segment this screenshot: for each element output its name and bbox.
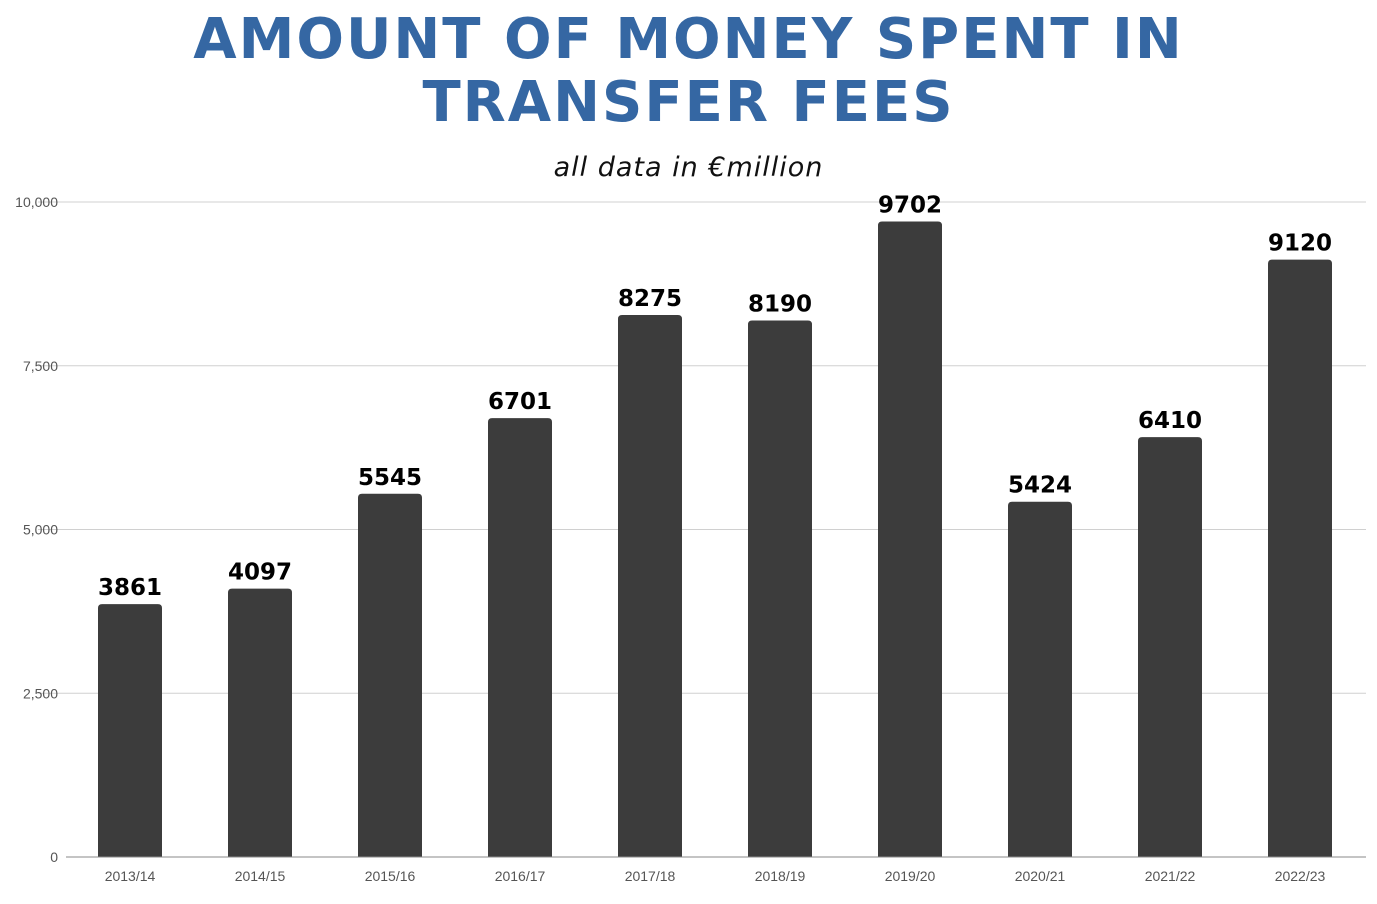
x-tick-label: 2022/23 [1275, 868, 1326, 884]
data-label: 4097 [228, 560, 292, 586]
data-label: 5424 [1008, 473, 1072, 499]
bar [748, 320, 812, 857]
chart-subtitle: all data in €million [553, 152, 824, 183]
y-tick-label: 0 [50, 849, 58, 865]
data-label: 8275 [618, 286, 682, 312]
y-tick-label: 2,500 [23, 685, 58, 701]
bar [358, 493, 422, 857]
x-tick-label: 2021/22 [1145, 868, 1196, 884]
data-label: 6410 [1138, 408, 1202, 434]
data-label: 9702 [878, 193, 942, 219]
x-tick-label: 2018/19 [755, 868, 806, 884]
bar [1138, 437, 1202, 857]
y-tick-label: 7,500 [23, 358, 58, 374]
x-tick-label: 2015/16 [365, 868, 416, 884]
bar [1268, 259, 1332, 857]
data-label: 8190 [748, 292, 812, 318]
x-tick-label: 2019/20 [885, 868, 936, 884]
chart-title-line2: TRANSFER FEES [422, 70, 955, 135]
data-label: 5545 [358, 465, 422, 491]
data-label: 9120 [1268, 231, 1332, 257]
y-tick-label: 10,000 [15, 194, 58, 210]
chart-title: AMOUNT OF MONEY SPENT IN TRANSFER FEES [0, 8, 1377, 134]
y-tick-label: 5,000 [23, 522, 58, 538]
x-tick-label: 2020/21 [1015, 868, 1066, 884]
x-tick-label: 2016/17 [495, 868, 546, 884]
bars [98, 221, 1332, 858]
y-axis-tick-labels: 0 2,500 5,000 7,500 10,000 [15, 194, 58, 865]
bar [228, 588, 292, 857]
x-tick-label: 2014/15 [235, 868, 286, 884]
x-tick-label: 2013/14 [105, 868, 156, 884]
x-tick-label: 2017/18 [625, 868, 676, 884]
chart-title-line1: AMOUNT OF MONEY SPENT IN [193, 7, 1184, 72]
x-axis-tick-labels: 2013/14 2014/15 2015/16 2016/17 2017/18 2018/… [105, 868, 1326, 884]
bar [488, 418, 552, 857]
bar [1008, 501, 1072, 857]
data-labels: 3861 4097 5545 6701 8275 8190 9702 5424 6410 9120 [98, 193, 1332, 602]
data-label: 3861 [98, 575, 162, 601]
data-label: 6701 [488, 389, 552, 415]
bar [98, 604, 162, 857]
bar [878, 221, 942, 858]
bar [618, 314, 682, 857]
